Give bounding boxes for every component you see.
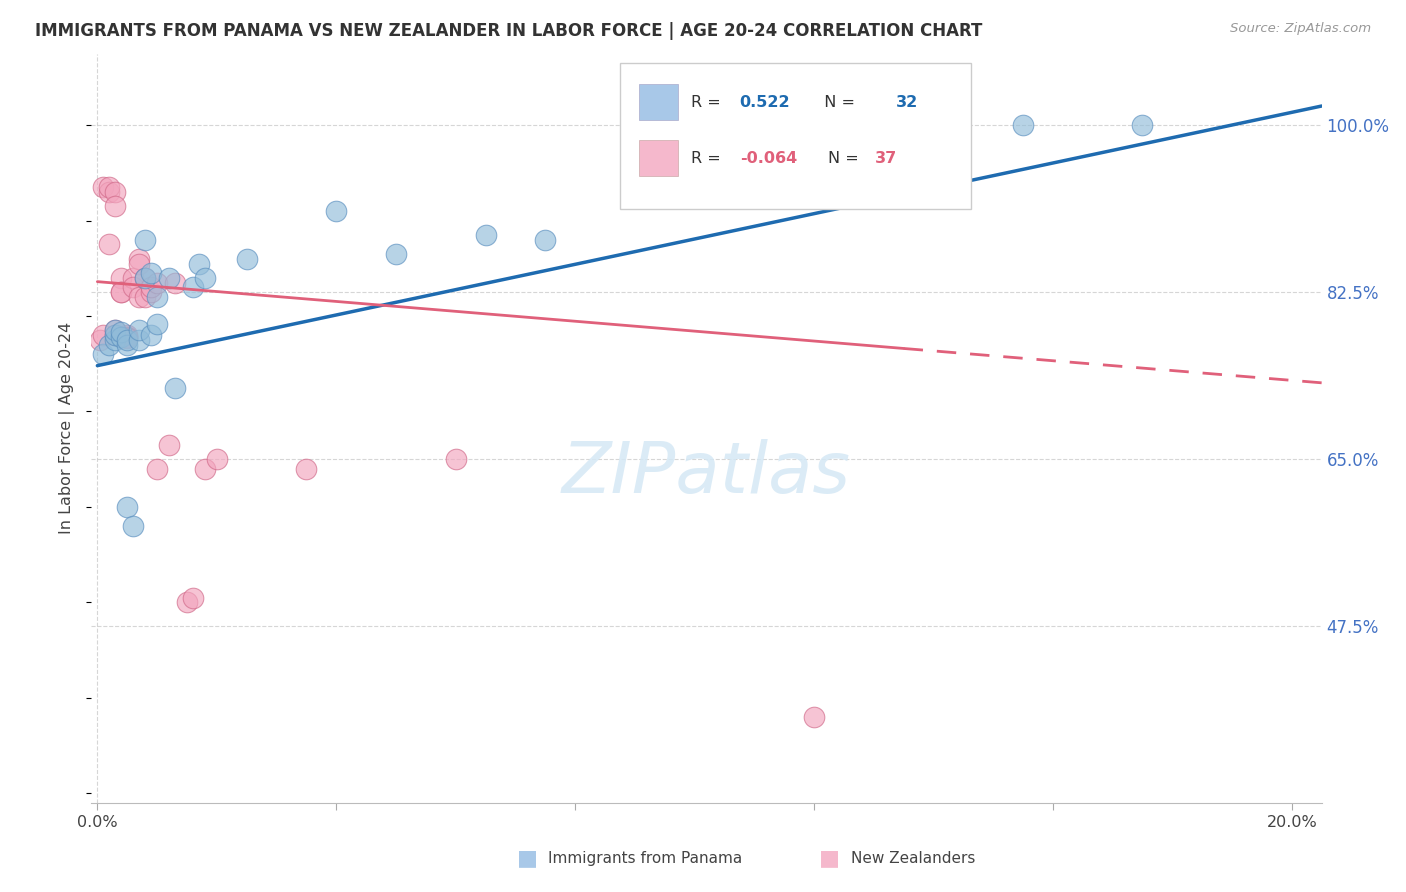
FancyBboxPatch shape (620, 63, 972, 210)
Point (104, 328, 127, 343)
FancyBboxPatch shape (638, 140, 678, 177)
Point (98, 185, 121, 199)
Text: IMMIGRANTS FROM PANAMA VS NEW ZEALANDER IN LABOR FORCE | AGE 20-24 CORRELATION C: IMMIGRANTS FROM PANAMA VS NEW ZEALANDER … (35, 22, 983, 40)
Text: -0.064: -0.064 (740, 151, 797, 166)
Point (139, 285, 162, 300)
Text: R =: R = (690, 151, 725, 166)
Point (134, 270, 156, 285)
Text: New Zealanders: New Zealanders (851, 851, 974, 865)
Point (134, 233, 156, 247)
Point (115, 500, 138, 514)
Point (122, 270, 145, 285)
Point (128, 256, 150, 270)
Point (146, 290, 169, 304)
Point (139, 280, 162, 294)
Point (104, 323, 127, 337)
Point (157, 438, 180, 452)
Point (1012, 118, 1035, 132)
Point (128, 290, 150, 304)
Point (98, 180, 121, 194)
Point (115, 330, 138, 344)
Text: Immigrants from Panama: Immigrants from Panama (548, 851, 742, 865)
Point (683, 118, 706, 132)
Point (104, 333, 127, 347)
Point (128, 333, 150, 347)
Point (104, 185, 127, 199)
Point (194, 270, 217, 285)
Text: 0.522: 0.522 (740, 95, 790, 110)
Point (134, 270, 156, 285)
Point (110, 330, 132, 344)
Text: ZIPatlas: ZIPatlas (562, 439, 851, 508)
Point (146, 276, 169, 290)
Text: Source: ZipAtlas.com: Source: ZipAtlas.com (1230, 22, 1371, 36)
Point (104, 323, 127, 337)
Point (803, 710, 825, 724)
Point (474, 227, 496, 242)
Text: N =: N = (828, 151, 865, 166)
Point (187, 256, 209, 270)
Text: ■: ■ (517, 848, 537, 868)
Point (115, 333, 138, 347)
Point (385, 247, 408, 261)
Point (89, 333, 111, 347)
Point (139, 328, 162, 343)
Point (295, 461, 318, 475)
Point (163, 381, 186, 395)
Point (104, 199, 127, 213)
Text: N =: N = (814, 95, 859, 110)
Point (110, 270, 132, 285)
Point (146, 461, 169, 475)
Point (205, 452, 228, 467)
Point (194, 461, 217, 475)
Point (115, 331, 138, 345)
FancyBboxPatch shape (638, 84, 678, 120)
Point (110, 285, 132, 300)
Point (128, 323, 150, 337)
Point (1132, 118, 1154, 132)
Point (122, 519, 145, 533)
Point (91, 347, 114, 361)
Point (146, 317, 169, 331)
Point (181, 280, 204, 294)
Point (110, 325, 132, 339)
Point (139, 266, 162, 280)
Point (128, 252, 150, 266)
Point (134, 290, 156, 304)
Text: 37: 37 (875, 151, 897, 166)
Point (91, 180, 114, 194)
Point (157, 270, 180, 285)
Point (110, 285, 132, 300)
Text: ■: ■ (820, 848, 839, 868)
Point (163, 276, 186, 290)
Point (98, 337, 121, 351)
Text: R =: R = (690, 95, 725, 110)
Text: 32: 32 (896, 95, 918, 110)
Point (122, 280, 145, 294)
Point (115, 330, 138, 344)
Point (91, 328, 114, 343)
Point (534, 233, 557, 247)
Point (444, 452, 467, 467)
Point (176, 595, 198, 609)
Point (104, 328, 127, 343)
Point (115, 328, 138, 343)
Point (98, 237, 121, 252)
Point (181, 591, 204, 605)
Point (235, 252, 257, 266)
Y-axis label: In Labor Force | Age 20-24: In Labor Force | Age 20-24 (59, 322, 76, 534)
Point (325, 204, 347, 219)
Point (115, 337, 138, 351)
